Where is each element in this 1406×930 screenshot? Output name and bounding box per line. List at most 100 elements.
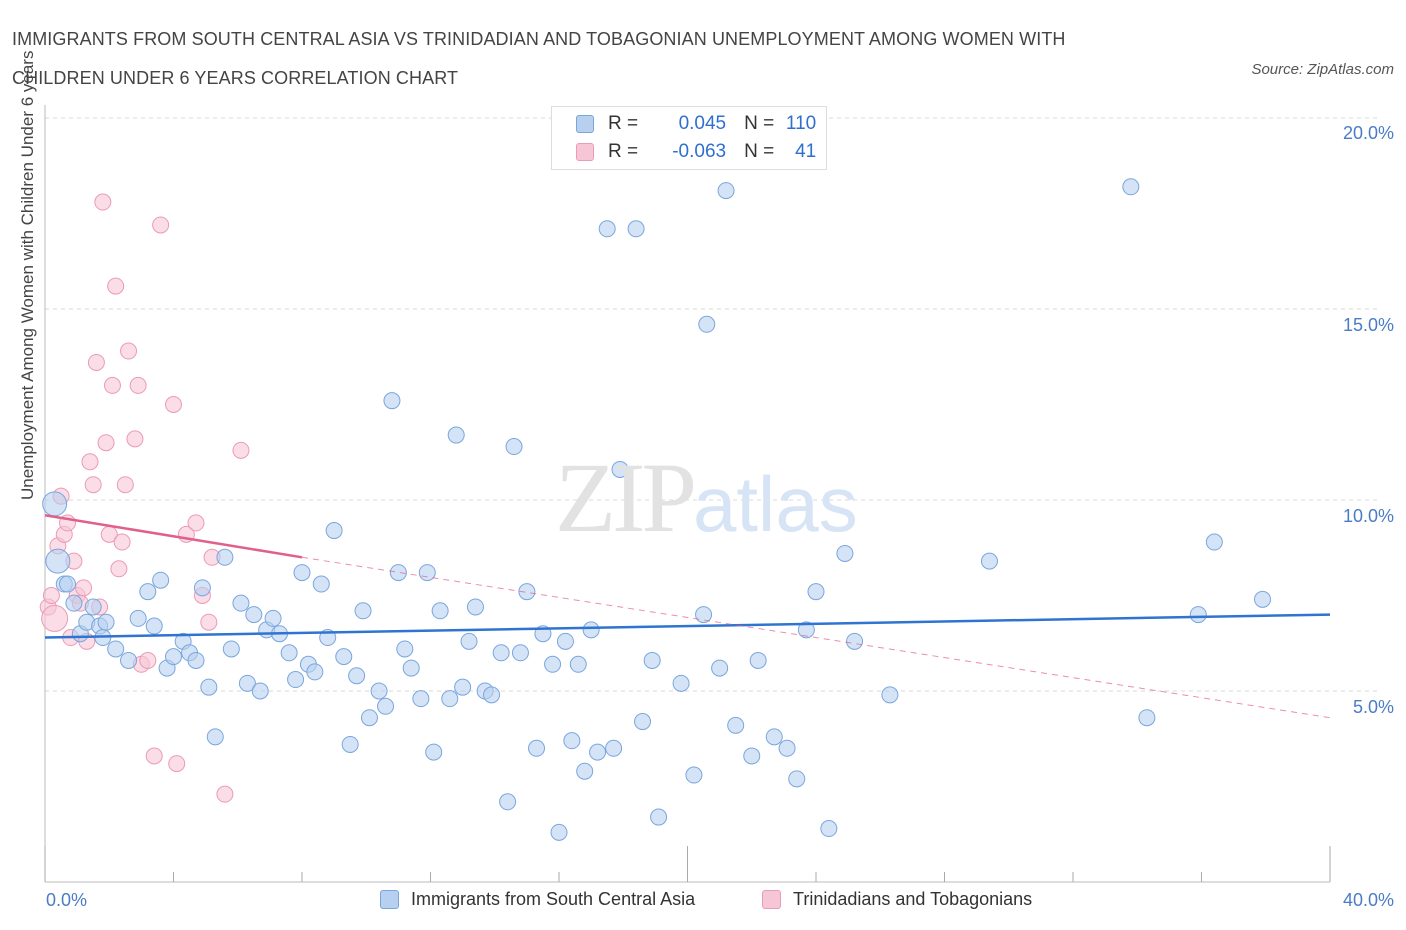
- point-immigrants: [650, 808, 668, 826]
- point-immigrants: [200, 678, 218, 696]
- x-tick-label: 0.0%: [46, 890, 88, 910]
- point-immigrants: [431, 602, 449, 620]
- point-immigrants: [187, 651, 205, 669]
- point-immigrants: [765, 728, 783, 746]
- trend-lines: [44, 514, 1331, 719]
- point-immigrants: [717, 182, 735, 200]
- legend-r-value: 0.045: [678, 113, 727, 134]
- series-trinidadians-points: [39, 193, 250, 803]
- point-trinidadians: [97, 434, 115, 452]
- point-immigrants: [505, 438, 523, 456]
- point-trinidadians: [87, 353, 105, 371]
- point-trinidadians: [110, 560, 128, 578]
- point-immigrants: [1189, 606, 1207, 624]
- point-immigrants: [396, 640, 414, 658]
- point-immigrants: [402, 659, 420, 677]
- legend-n-value: 41: [795, 141, 817, 162]
- point-trinidadians: [107, 277, 125, 295]
- legend-series-label: Trinidadians and Tobagonians: [793, 889, 1033, 909]
- point-immigrants: [206, 728, 224, 746]
- legend-r-label: R =: [608, 141, 639, 162]
- point-immigrants: [695, 606, 713, 624]
- series-immigrants-points: [42, 178, 1272, 841]
- point-immigrants: [97, 613, 115, 631]
- point-immigrants: [441, 690, 459, 708]
- point-immigrants: [370, 682, 388, 700]
- point-immigrants: [383, 392, 401, 410]
- point-trinidadians: [41, 604, 69, 632]
- point-trinidadians: [129, 376, 147, 394]
- point-immigrants: [139, 583, 157, 601]
- point-immigrants: [165, 648, 182, 666]
- point-immigrants: [550, 823, 568, 841]
- point-trinidadians: [145, 747, 163, 765]
- point-immigrants: [466, 598, 484, 616]
- point-immigrants: [145, 617, 163, 635]
- legend-n-label: N =: [744, 113, 775, 134]
- stats-legend: R = 0.045 N = 110 R = -0.063 N = 41: [551, 106, 827, 170]
- chart-title: IMMIGRANTS FROM SOUTH CENTRAL ASIA VS TR…: [12, 29, 1066, 88]
- x-tick-label: 40.0%: [1342, 890, 1394, 910]
- point-immigrants: [354, 602, 372, 620]
- point-immigrants: [287, 671, 305, 689]
- point-immigrants: [685, 766, 703, 784]
- point-immigrants: [807, 583, 825, 601]
- point-trinidadians: [126, 430, 144, 448]
- y-tick-label: 20.0%: [1342, 123, 1394, 143]
- point-immigrants: [499, 793, 517, 811]
- legend-row-trinidadians: R = -0.063 N = 41: [576, 138, 816, 166]
- point-immigrants: [306, 663, 324, 681]
- watermark: ZIPatlas: [555, 440, 858, 555]
- legend-swatch-blue: [380, 890, 399, 909]
- y-tick-label: 10.0%: [1342, 506, 1394, 526]
- point-trinidadians: [152, 216, 170, 234]
- point-immigrants: [377, 697, 395, 715]
- point-immigrants: [312, 575, 330, 593]
- point-immigrants: [711, 659, 729, 677]
- legend-n-label: N =: [744, 141, 775, 162]
- point-immigrants: [846, 632, 864, 650]
- trend-line-trinidadians-extension: [301, 556, 1331, 719]
- point-immigrants: [152, 571, 170, 589]
- point-immigrants: [643, 651, 661, 669]
- point-immigrants: [881, 686, 899, 704]
- point-immigrants: [251, 682, 269, 700]
- point-immigrants: [293, 564, 311, 582]
- point-immigrants: [820, 820, 838, 838]
- source-note: Source: ZipAtlas.com: [1251, 61, 1394, 78]
- point-immigrants: [412, 690, 430, 708]
- point-trinidadians: [139, 651, 157, 669]
- point-immigrants: [245, 606, 263, 624]
- point-immigrants: [1254, 590, 1272, 608]
- point-trinidadians: [116, 476, 134, 494]
- point-immigrants: [216, 548, 234, 566]
- point-immigrants: [634, 713, 652, 731]
- point-immigrants: [348, 667, 366, 685]
- point-immigrants: [492, 644, 510, 662]
- point-immigrants: [528, 739, 546, 757]
- point-immigrants: [460, 632, 478, 650]
- point-immigrants: [569, 655, 587, 673]
- point-immigrants: [1122, 178, 1140, 196]
- legend-swatch-pink: [762, 890, 781, 909]
- point-immigrants: [389, 564, 407, 582]
- point-trinidadians: [113, 533, 131, 551]
- point-immigrants: [193, 579, 211, 597]
- point-trinidadians: [187, 514, 205, 532]
- point-trinidadians: [103, 376, 121, 394]
- point-trinidadians: [42, 587, 60, 604]
- point-immigrants: [425, 743, 443, 761]
- y-tick-label: 15.0%: [1342, 315, 1394, 335]
- point-immigrants: [589, 743, 607, 761]
- point-immigrants: [238, 674, 256, 692]
- trend-line-immigrants: [44, 613, 1331, 639]
- legend-r-label: R =: [608, 113, 639, 134]
- legend-r-value: -0.063: [672, 141, 727, 162]
- point-immigrants: [511, 644, 529, 662]
- point-immigrants: [836, 544, 854, 562]
- point-immigrants: [727, 716, 745, 734]
- point-trinidadians: [94, 193, 112, 211]
- point-immigrants: [672, 674, 690, 692]
- point-immigrants: [1138, 709, 1156, 727]
